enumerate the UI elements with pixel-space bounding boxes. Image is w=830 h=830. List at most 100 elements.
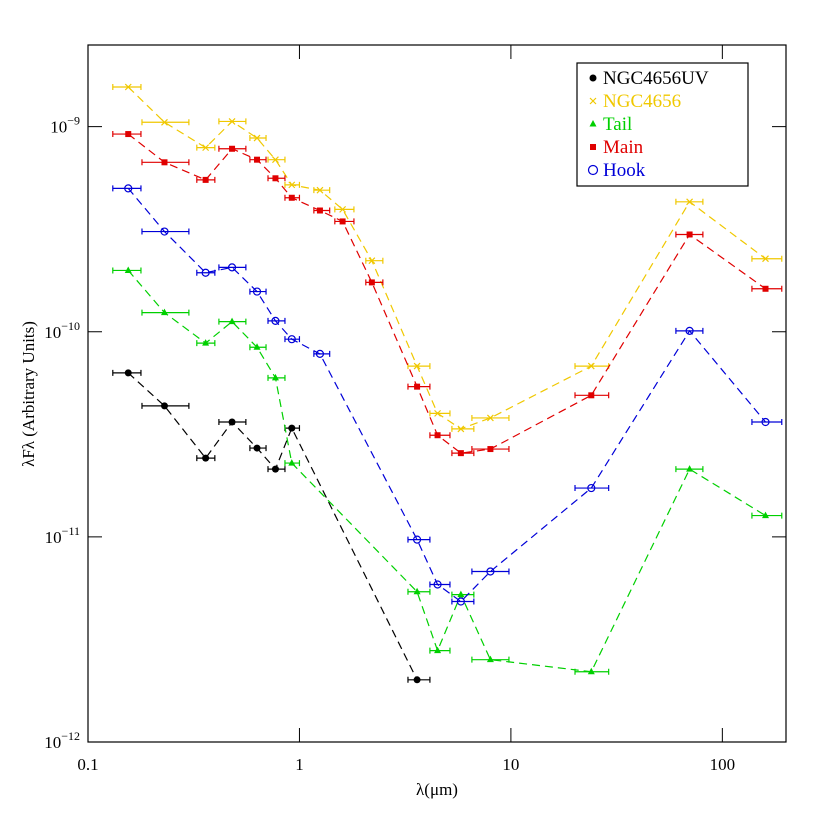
error-bar (112, 185, 142, 192)
legend-label: NGC4656UV (603, 68, 709, 89)
error-bar (334, 206, 355, 213)
point (125, 131, 132, 138)
y-tick-label: 10−10 (44, 319, 80, 342)
y-tick-exponent: −10 (61, 319, 80, 333)
point (685, 326, 694, 335)
point (434, 646, 442, 654)
error-bar (267, 317, 286, 324)
point (202, 144, 210, 152)
point (486, 655, 494, 663)
point (486, 567, 495, 576)
error-bar (196, 269, 216, 276)
point (288, 424, 296, 432)
legend-marker (587, 164, 599, 176)
y-tick-exponent: −11 (62, 524, 80, 538)
point (487, 446, 494, 453)
y-tick-label: 10−11 (45, 524, 80, 547)
y-tick-base: 10 (45, 528, 62, 547)
point (486, 414, 494, 422)
error-bar (429, 410, 451, 417)
y-tick-base: 10 (50, 118, 67, 137)
point (686, 198, 694, 206)
point (253, 134, 261, 142)
point (434, 409, 441, 417)
point (228, 317, 236, 325)
point (433, 580, 442, 589)
point (339, 205, 347, 213)
error-bar (451, 598, 475, 605)
series-line (127, 270, 766, 673)
error-bar (429, 647, 451, 654)
point (339, 218, 346, 225)
point (202, 454, 210, 462)
error-bar (471, 568, 510, 575)
point (457, 425, 465, 433)
point (161, 118, 168, 126)
point (253, 343, 261, 350)
error-bar (407, 536, 431, 543)
point (272, 175, 279, 182)
point (124, 83, 132, 91)
point (288, 194, 295, 201)
error-bar (141, 228, 190, 235)
point (588, 392, 595, 399)
point (413, 676, 421, 684)
point (762, 511, 770, 519)
point (686, 465, 694, 472)
legend-label: Main (603, 137, 644, 158)
point (434, 432, 441, 439)
point (202, 339, 210, 346)
point (160, 308, 168, 316)
point (457, 450, 464, 457)
error-bar (429, 581, 451, 588)
point (414, 383, 421, 390)
error-bar (267, 156, 286, 163)
y-tick-base: 10 (44, 733, 61, 752)
point (271, 316, 280, 325)
point (412, 535, 422, 544)
legend-label: NGC4656 (603, 91, 681, 112)
y-tick-exponent: −12 (61, 729, 80, 743)
point (413, 362, 421, 370)
y-tick-label: 10−12 (44, 729, 80, 752)
point (202, 176, 209, 183)
error-bar (284, 336, 301, 343)
point (587, 483, 596, 493)
error-bar (112, 84, 142, 91)
point (762, 285, 769, 292)
error-bar (249, 288, 267, 295)
point (368, 279, 375, 286)
series-line (127, 86, 766, 430)
point (254, 156, 261, 163)
point (124, 266, 132, 273)
point (272, 156, 279, 164)
plot-frame (87, 44, 787, 743)
point (271, 373, 279, 381)
legend-label: Hook (603, 160, 646, 181)
point (252, 287, 262, 296)
point (160, 402, 168, 410)
point (457, 590, 465, 598)
legend-marker (589, 120, 597, 127)
point (762, 255, 769, 263)
point (124, 184, 133, 193)
x-tick-label: 1 (295, 755, 304, 774)
point (316, 186, 324, 194)
error-bar (451, 425, 475, 432)
x-tick-label: 10 (502, 755, 519, 774)
error-bar (407, 363, 431, 370)
error-bar (751, 255, 783, 262)
error-bar (141, 119, 190, 126)
point (228, 418, 236, 426)
legend-label: Tail (603, 114, 632, 135)
point (456, 597, 465, 606)
y-tick-base: 10 (44, 323, 61, 342)
point (161, 159, 168, 166)
point (227, 263, 237, 272)
point (587, 362, 595, 370)
y-tick-label: 10−9 (50, 114, 80, 137)
point (368, 257, 376, 265)
error-bar (574, 485, 610, 492)
point (587, 667, 595, 675)
